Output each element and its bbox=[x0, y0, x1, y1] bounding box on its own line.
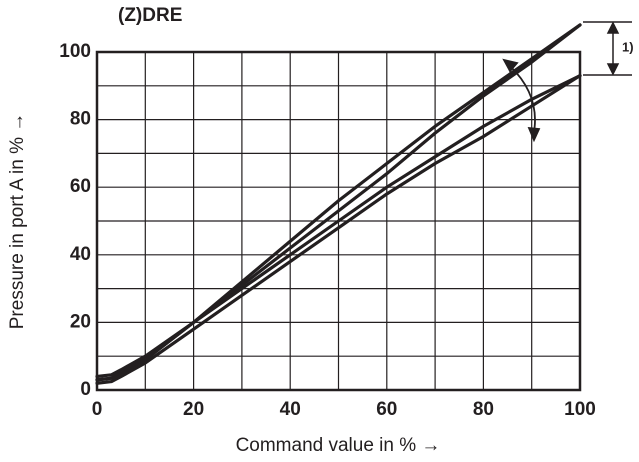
bracket bbox=[583, 21, 632, 76]
y-tick-label: 0 bbox=[80, 379, 91, 400]
y-tick-label: 40 bbox=[70, 244, 91, 265]
plot-frame bbox=[95, 50, 582, 392]
curve bbox=[95, 74, 582, 382]
y-tick-label: 20 bbox=[70, 311, 91, 332]
curve bbox=[95, 74, 582, 385]
y-axis-label: Pressure in port A in % → bbox=[7, 113, 28, 330]
y-tick-label: 80 bbox=[70, 109, 91, 130]
curve bbox=[95, 23, 582, 379]
y-tick-label: 100 bbox=[59, 41, 91, 62]
x-axis-label: Command value in % → bbox=[236, 435, 441, 456]
chart-title: (Z)DRE bbox=[118, 5, 182, 26]
x-tick-label: 80 bbox=[473, 399, 494, 420]
y-tick-label: 60 bbox=[70, 176, 91, 197]
x-tick-label: 20 bbox=[183, 399, 204, 420]
annotation: 1) bbox=[622, 39, 634, 54]
x-tick-label: 100 bbox=[564, 399, 596, 420]
x-tick-label: 40 bbox=[280, 399, 301, 420]
x-tick-label: 60 bbox=[376, 399, 397, 420]
x-tick-label: 0 bbox=[92, 399, 103, 420]
